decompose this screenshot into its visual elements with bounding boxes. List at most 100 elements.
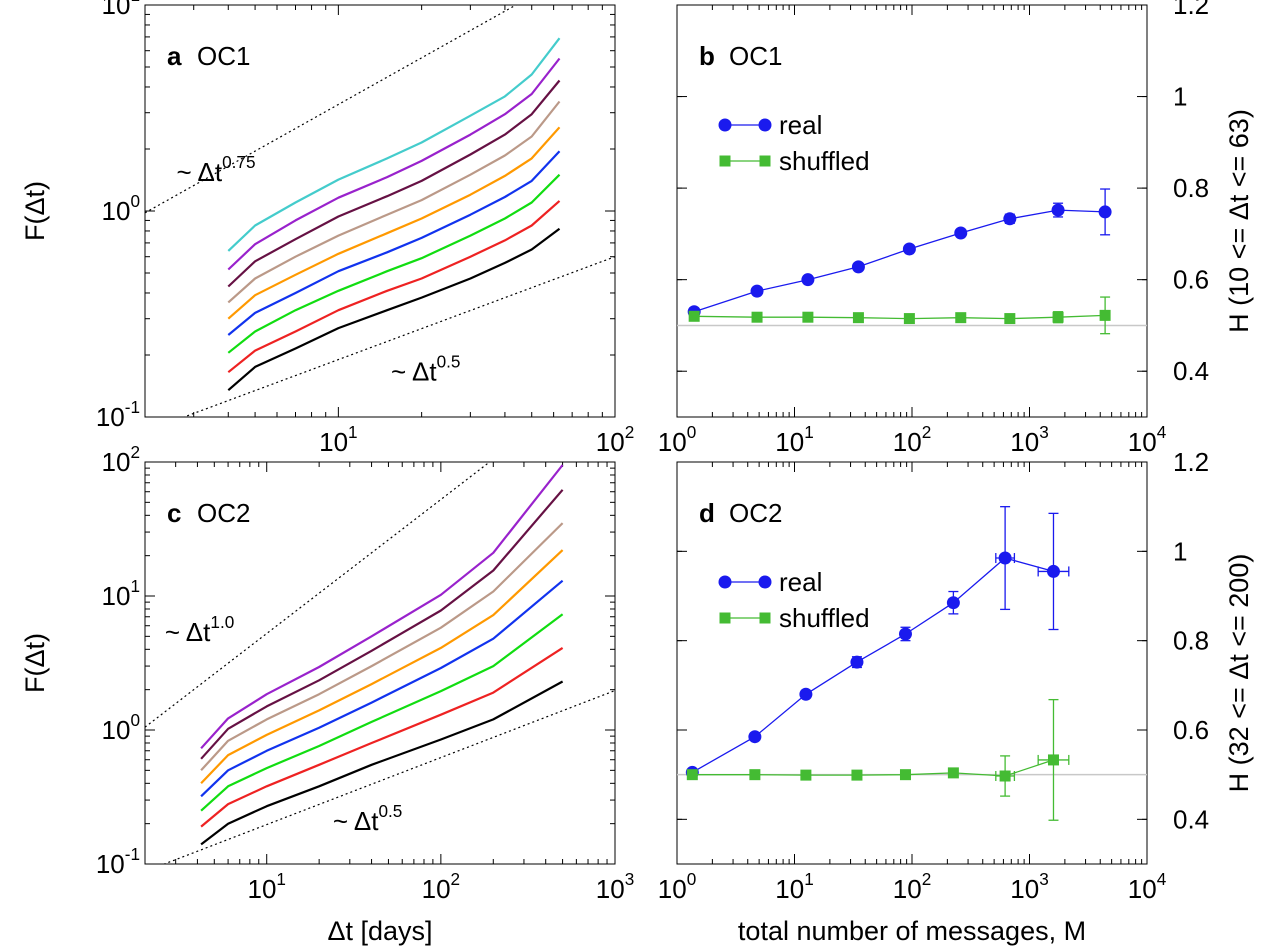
- panel-label: a: [167, 41, 182, 71]
- data-point: [801, 273, 815, 287]
- panel-a: 101 102 10-1 100 101 a OC1 F(Δt) ~ Δt0.75 ~ Δt0.5: [20, 0, 634, 457]
- data-point: [898, 627, 912, 641]
- data-point: [946, 596, 960, 610]
- plot-area: [145, 5, 615, 417]
- x-tick-label: 100: [658, 869, 696, 904]
- series-curve: [200, 522, 564, 772]
- reference-line-label: ~ Δt0.5: [333, 801, 402, 836]
- data-point: [1051, 203, 1065, 217]
- data-point: [852, 312, 864, 324]
- data-point: [955, 312, 967, 324]
- series-curve: [227, 200, 561, 374]
- data-point: [1047, 754, 1059, 766]
- x-tick-label: 103: [1010, 869, 1048, 904]
- y-tick-label: 0.4: [1173, 804, 1209, 834]
- y-tick-label: 0.6: [1173, 265, 1209, 295]
- data-point: [1052, 311, 1064, 323]
- plot-area: [677, 506, 1147, 821]
- data-point: [947, 767, 959, 779]
- reference-line: [182, 256, 615, 417]
- data-point: [851, 260, 865, 274]
- legend-marker: [759, 155, 771, 167]
- y-tick-label: 101: [102, 0, 140, 20]
- series-curve: [227, 100, 561, 304]
- x-tick-label: 101: [775, 869, 813, 904]
- x-tick-label: 102: [893, 422, 931, 457]
- reference-line: [145, 462, 491, 728]
- data-point: [749, 769, 761, 781]
- series-curve: [200, 464, 564, 750]
- legend-label: shuffled: [779, 603, 870, 633]
- series-curve: [200, 680, 564, 846]
- panel-title: OC2: [729, 498, 782, 528]
- data-point: [851, 769, 863, 781]
- x-tick-label: 102: [596, 422, 634, 457]
- data-point: [1098, 205, 1112, 219]
- y-tick-label: 1: [1173, 536, 1187, 566]
- series-curve: [200, 646, 564, 828]
- panel-d: 100 101 102 103 104 0.4 0.6 0.8 1 1.2 d OC2 H (32 <=…: [658, 447, 1254, 946]
- y-tick-label: 100: [102, 710, 140, 745]
- x-tick-label: 102: [893, 869, 931, 904]
- y-axis-label: F(Δt): [20, 633, 50, 693]
- x-tick-label: 100: [658, 422, 696, 457]
- legend-marker: [718, 575, 732, 589]
- x-axis-label: total number of messages, M: [738, 916, 1086, 946]
- series-curve: [227, 79, 561, 288]
- data-point: [751, 311, 763, 323]
- y-tick-label: 100: [102, 191, 140, 226]
- reference-line: [162, 689, 615, 864]
- panel-b: 100 101 102 103 104 0.4 0.6 0.8 1 1.2 b OC1 H (10 <=…: [658, 0, 1254, 457]
- reference-line-label: ~ Δt0.5: [391, 352, 460, 387]
- y-axis-label: H (32 <= Δt <= 200): [1224, 554, 1254, 793]
- legend-label: real: [779, 110, 822, 140]
- data-point: [802, 311, 814, 323]
- x-tick-label: 104: [1128, 869, 1167, 904]
- data-point: [748, 730, 762, 744]
- series-curve: [227, 37, 561, 252]
- legend-marker: [758, 575, 772, 589]
- data-point: [800, 769, 812, 781]
- y-tick-label: 10-1: [96, 397, 140, 432]
- legend-marker: [719, 155, 731, 167]
- panel-label: b: [699, 41, 715, 71]
- plot-area: [677, 188, 1147, 335]
- panel-title: OC2: [197, 498, 250, 528]
- y-axis-label: H (10 <= Δt <= 63): [1224, 109, 1254, 333]
- reference-line-label: ~ Δt1.0: [165, 612, 234, 647]
- y-tick-label: 102: [102, 442, 140, 477]
- y-tick-label: 0.8: [1173, 173, 1209, 203]
- data-point: [999, 770, 1011, 782]
- y-tick-label: 1: [1173, 82, 1187, 112]
- reference-line-label: ~ Δt0.75: [177, 152, 256, 187]
- data-point: [686, 769, 698, 781]
- x-tick-label: 103: [596, 869, 634, 904]
- data-point: [1003, 212, 1017, 226]
- y-axis-label: F(Δt): [20, 181, 50, 241]
- data-point: [902, 242, 916, 256]
- data-point: [903, 313, 915, 325]
- legend-marker: [718, 118, 732, 132]
- legend-marker: [759, 612, 771, 624]
- y-tick-label: 1.2: [1173, 0, 1209, 20]
- data-point: [954, 226, 968, 240]
- x-tick-label: 104: [1128, 422, 1167, 457]
- y-tick-label: 10-1: [96, 844, 140, 879]
- x-tick-label: 101: [319, 422, 357, 457]
- legend-label: shuffled: [779, 146, 870, 176]
- panel-c: 101 102 103 10-1 100 101 102 c OC2 F(Δt) Δt [days]…: [20, 442, 634, 946]
- series-curve: [227, 126, 561, 320]
- y-tick-label: 0.4: [1173, 356, 1209, 386]
- legend-marker: [719, 612, 731, 624]
- legend-marker: [758, 118, 772, 132]
- data-point: [998, 551, 1012, 565]
- panel-label: d: [699, 498, 715, 528]
- data-point: [850, 655, 864, 669]
- data-point: [688, 310, 700, 322]
- series-line: [691, 557, 1054, 773]
- panel-label: c: [167, 498, 181, 528]
- y-tick-label: 0.6: [1173, 715, 1209, 745]
- y-tick-label: 101: [102, 576, 140, 611]
- data-point: [799, 687, 813, 701]
